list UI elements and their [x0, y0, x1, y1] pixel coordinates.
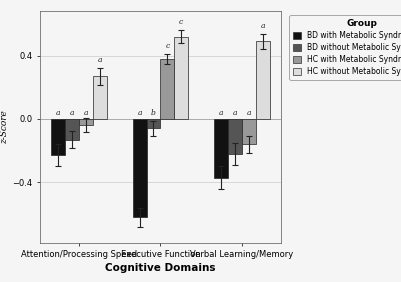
Text: c: c	[165, 42, 170, 50]
Text: a: a	[219, 109, 223, 117]
Text: c: c	[179, 18, 183, 26]
Text: a: a	[137, 109, 142, 117]
Y-axis label: z-Score: z-Score	[0, 110, 10, 144]
Bar	[146, 119, 160, 129]
Bar	[79, 119, 93, 125]
Bar	[133, 119, 146, 217]
Text: a: a	[56, 109, 60, 117]
Text: b: b	[151, 109, 156, 117]
Bar	[242, 119, 256, 144]
Text: a: a	[70, 109, 74, 117]
Text: a: a	[97, 56, 102, 63]
Bar	[51, 119, 65, 155]
Legend: BD with Metabolic Syndrome, BD without Metabolic Syndrome, HC with Metabolic Syn: BD with Metabolic Syndrome, BD without M…	[290, 15, 401, 80]
Text: a: a	[247, 109, 251, 117]
Bar	[93, 76, 107, 119]
Text: a: a	[233, 109, 237, 117]
Bar	[228, 119, 242, 154]
Bar	[256, 41, 270, 119]
Bar	[160, 59, 174, 119]
Text: a: a	[83, 109, 88, 117]
Bar	[214, 119, 228, 178]
X-axis label: Cognitive Domains: Cognitive Domains	[105, 263, 216, 273]
Bar	[174, 37, 188, 119]
Bar	[65, 119, 79, 140]
Text: a: a	[261, 22, 265, 30]
